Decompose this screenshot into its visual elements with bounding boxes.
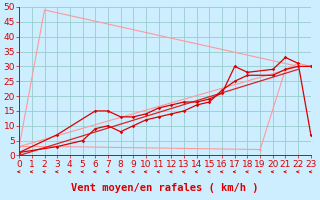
X-axis label: Vent moyen/en rafales ( km/h ): Vent moyen/en rafales ( km/h ) bbox=[71, 183, 259, 193]
